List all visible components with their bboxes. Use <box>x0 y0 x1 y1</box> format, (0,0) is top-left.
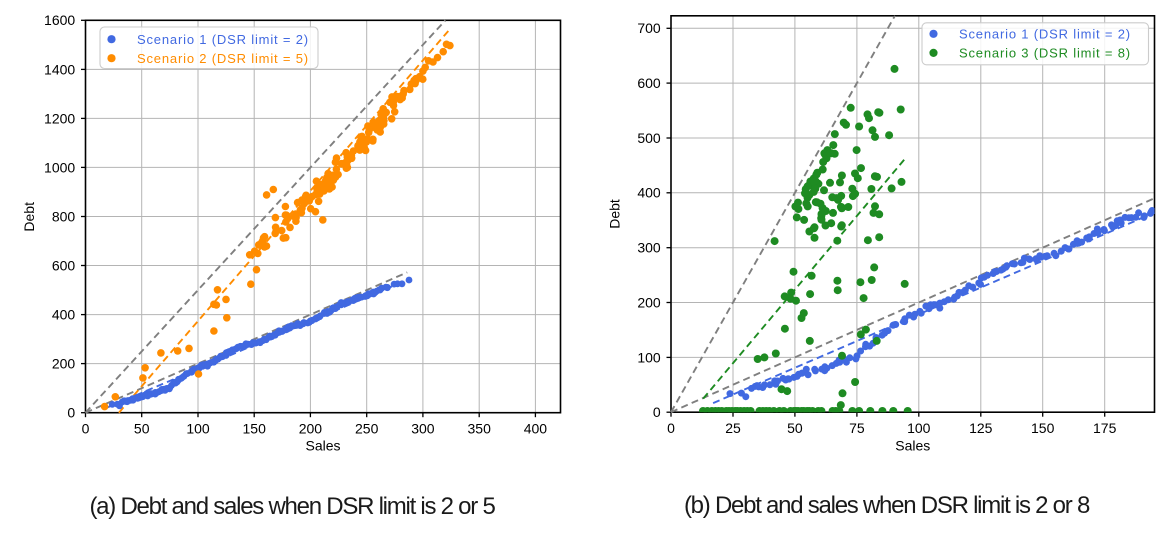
svg-text:0: 0 <box>667 420 675 436</box>
svg-text:400: 400 <box>637 185 661 201</box>
svg-text:Sales: Sales <box>895 438 930 454</box>
svg-text:50: 50 <box>134 420 150 436</box>
svg-text:Scenario 1 (DSR limit = 2): Scenario 1 (DSR limit = 2) <box>137 32 309 47</box>
svg-text:400: 400 <box>524 420 548 436</box>
svg-text:Sales: Sales <box>305 438 340 454</box>
svg-text:Scenario 2 (DSR limit = 5): Scenario 2 (DSR limit = 5) <box>137 51 309 66</box>
svg-text:50: 50 <box>787 420 803 436</box>
svg-text:(b) Debt and sales when DSR li: (b) Debt and sales when DSR limit is 2 o… <box>684 492 1090 519</box>
svg-text:1000: 1000 <box>44 159 75 175</box>
svg-text:700: 700 <box>637 20 661 36</box>
svg-text:200: 200 <box>299 420 323 436</box>
svg-text:600: 600 <box>52 257 76 273</box>
svg-text:600: 600 <box>637 75 661 91</box>
svg-text:100: 100 <box>637 349 661 365</box>
svg-text:200: 200 <box>637 294 661 310</box>
svg-text:300: 300 <box>637 240 661 256</box>
svg-text:400: 400 <box>52 307 76 323</box>
svg-text:1600: 1600 <box>44 12 75 28</box>
svg-text:0: 0 <box>82 420 90 436</box>
svg-text:Debt: Debt <box>607 199 623 229</box>
svg-text:200: 200 <box>52 356 76 372</box>
svg-text:75: 75 <box>849 420 865 436</box>
svg-text:1200: 1200 <box>44 110 75 126</box>
svg-text:150: 150 <box>243 420 267 436</box>
svg-text:Scenario 3 (DSR limit = 8): Scenario 3 (DSR limit = 8) <box>959 46 1131 61</box>
svg-text:800: 800 <box>52 208 76 224</box>
svg-text:0: 0 <box>653 404 661 420</box>
svg-text:100: 100 <box>186 420 210 436</box>
svg-text:1400: 1400 <box>44 61 75 77</box>
svg-text:300: 300 <box>411 420 435 436</box>
svg-text:125: 125 <box>969 420 993 436</box>
svg-text:Debt: Debt <box>21 202 37 232</box>
svg-text:Scenario 1 (DSR limit = 2): Scenario 1 (DSR limit = 2) <box>959 26 1131 41</box>
svg-text:100: 100 <box>907 420 931 436</box>
svg-text:250: 250 <box>355 420 379 436</box>
svg-text:500: 500 <box>637 130 661 146</box>
svg-text:175: 175 <box>1093 420 1117 436</box>
svg-text:(a) Debt and sales when DSR li: (a) Debt and sales when DSR limit is 2 o… <box>89 493 495 520</box>
svg-text:0: 0 <box>67 405 75 421</box>
svg-text:150: 150 <box>1031 420 1055 436</box>
svg-text:25: 25 <box>725 420 741 436</box>
svg-text:350: 350 <box>468 420 492 436</box>
